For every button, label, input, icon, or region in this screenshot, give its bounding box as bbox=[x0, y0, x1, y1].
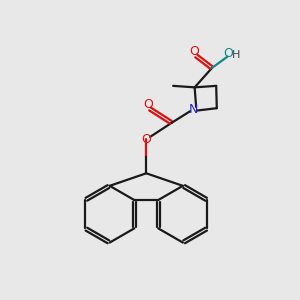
Text: N: N bbox=[188, 103, 198, 116]
Text: O: O bbox=[224, 46, 233, 59]
Text: O: O bbox=[141, 133, 151, 146]
Text: O: O bbox=[143, 98, 153, 111]
Text: H: H bbox=[232, 50, 241, 60]
Text: O: O bbox=[190, 45, 200, 58]
